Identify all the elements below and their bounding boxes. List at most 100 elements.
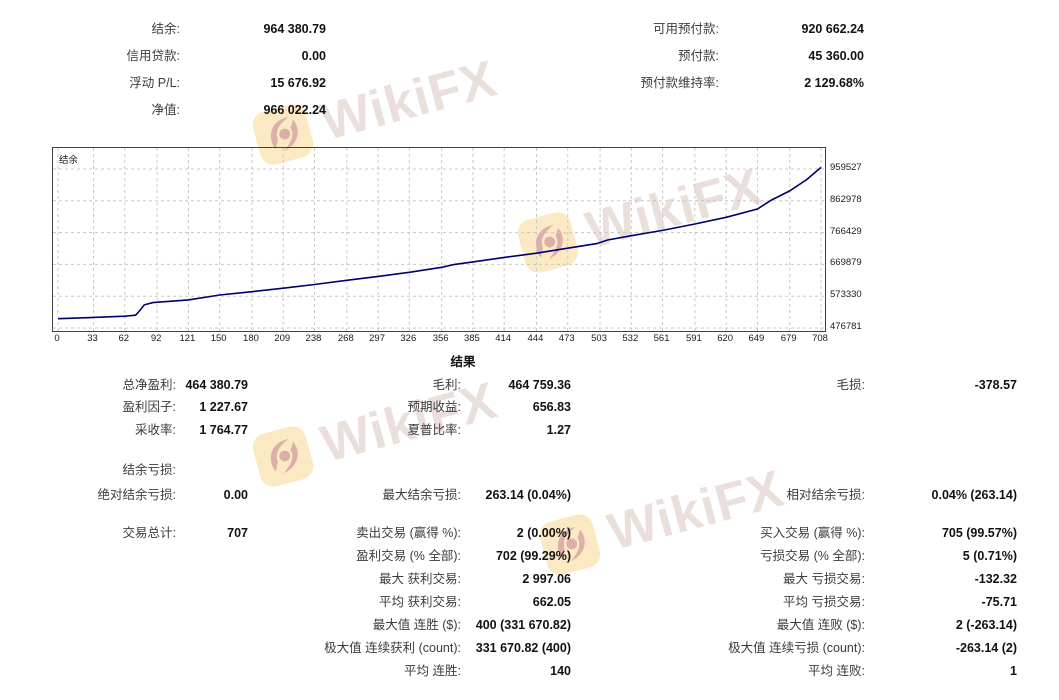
loss-trades-value: 5 (0.71%) [962,549,1017,563]
profit-trades-value: 702 (99.29%) [495,549,571,563]
max-drawdown-label: 最大结余亏损: [382,488,461,502]
chart-series-label: 结余 [59,155,79,166]
x-tick-label: 180 [243,333,259,344]
margin-level-label: 预付款维持率: [640,76,719,90]
x-tick-label: 385 [463,333,480,344]
x-tick-label: 238 [305,333,322,344]
long-trades-label: 买入交易 (赢得 %): [760,526,865,540]
abs-drawdown-label: 绝对结余亏损: [97,488,176,502]
x-tick-label: 297 [369,333,385,344]
net-profit-label: 总净盈利: [122,378,176,392]
x-tick-label: 561 [653,333,670,344]
recovery-factor-label: 采收率: [135,423,176,437]
gross-loss-label: 毛损: [836,378,865,392]
free-margin-label: 可用预付款: [653,22,719,36]
x-tick-label: 150 [210,333,227,344]
profit-factor-label: 盈利因子: [122,400,176,414]
x-tick-label: 503 [591,333,607,344]
short-trades-value: 2 (0.00%) [516,526,571,540]
balance-value: 964 380.79 [263,22,326,36]
avg-consec-wins-label: 平均 连胜: [404,664,461,678]
max-consec-losses-value: 2 (-263.14) [955,618,1017,632]
margin-value: 45 360.00 [808,49,864,63]
results-header: 结果 [450,355,476,369]
largest-profit-trade-label: 最大 获利交易: [379,572,461,586]
balance-label: 结余: [151,22,180,36]
x-tick-label: 620 [717,333,734,344]
y-tick-label: 476781 [830,321,862,332]
free-margin-value: 920 662.24 [801,22,864,36]
total-trades-label: 交易总计: [122,526,176,540]
avg-loss-trade-label: 平均 亏损交易: [783,595,865,609]
x-tick-label: 209 [274,333,291,344]
total-trades-value: 707 [227,526,248,540]
balance-curve [57,166,822,320]
x-tick-label: 121 [179,333,196,344]
y-tick-label: 573330 [830,289,862,301]
max-consec-profit-label: 极大值 连续获利 (count): [324,641,461,655]
x-tick-label: 679 [780,333,797,344]
short-trades-label: 卖出交易 (赢得 %): [356,526,461,540]
x-tick-label: 532 [622,333,639,344]
x-tick-label: 591 [685,333,702,344]
balance-drawdown-section-label: 结余亏损: [122,463,176,477]
margin-level-value: 2 129.68% [804,76,864,90]
x-tick-label: 92 [150,333,162,344]
x-tick-label: 649 [748,333,765,344]
equity-value: 966 022.24 [263,103,326,117]
expected-payoff-label: 预期收益: [407,400,461,414]
rel-drawdown-value: 0.04% (263.14) [931,488,1017,502]
floating-pl-label: 浮动 P/L: [129,76,180,90]
x-tick-label: 268 [337,333,354,344]
chart-y-axis: 959527 862978 766429 669879 573330 476781 [830,147,890,337]
loss-trades-label: 亏损交易 (% 全部): [760,549,865,563]
max-consec-wins-value: 400 (331 670.82) [475,618,571,632]
rel-drawdown-label: 相对结余亏损: [786,488,865,502]
profit-trades-label: 盈利交易 (% 全部): [356,549,461,563]
avg-loss-trade-value: -75.71 [981,595,1017,609]
wikifx-eagle-logo-icon [539,514,601,575]
x-tick-label: 414 [495,333,512,344]
gross-profit-label: 毛利: [432,378,461,392]
max-consec-profit-value: 331 670.82 (400) [475,641,571,655]
avg-consec-losses-value: 1 [1010,664,1017,678]
x-tick-label: 708 [812,333,828,344]
y-tick-label: 766429 [830,225,862,237]
x-tick-label: 473 [558,333,575,344]
y-tick-label: 669879 [830,257,862,269]
sharpe-ratio-label: 夏普比率: [407,423,461,437]
net-profit-value: 464 380.79 [185,378,248,392]
avg-profit-trade-label: 平均 获利交易: [379,595,461,609]
x-tick-label: 356 [432,333,449,344]
max-consec-loss-label: 极大值 连续亏损 (count): [728,641,865,655]
max-consec-wins-label: 最大值 连胜 ($): [372,618,461,632]
x-tick-label: 0 [54,333,60,344]
x-tick-label: 33 [87,333,98,344]
abs-drawdown-value: 0.00 [223,488,248,502]
avg-consec-wins-value: 140 [550,664,571,678]
profit-factor-value: 1 227.67 [199,400,248,414]
max-consec-losses-label: 最大值 连败 ($): [776,618,865,632]
expected-payoff-value: 656.83 [532,400,571,414]
floating-pl-value: 15 676.92 [270,76,326,90]
largest-loss-trade-value: -132.32 [974,572,1017,586]
y-tick-label: 959527 [830,162,862,173]
margin-label: 预付款: [678,49,719,63]
avg-consec-losses-label: 平均 连败: [808,664,865,678]
recovery-factor-value: 1 764.77 [199,423,248,437]
sharpe-ratio-value: 1.27 [546,423,571,437]
equity-label: 净值: [151,103,180,117]
max-drawdown-value: 263.14 (0.04%) [485,488,571,502]
x-tick-label: 444 [527,333,544,344]
largest-profit-trade-value: 2 997.06 [522,572,571,586]
credit-label: 信用贷款: [126,49,180,63]
balance-chart-canvas [53,148,825,331]
long-trades-value: 705 (99.57%) [941,526,1017,540]
chart-x-axis: 0 33 62 92 121 150 180 209 238 268 297 326 356 385 414… [52,333,842,347]
y-tick-label: 862978 [830,193,862,205]
chart-gridlines [53,148,825,331]
x-tick-label: 326 [400,333,417,344]
credit-value: 0.00 [301,49,326,63]
gross-loss-value: -378.57 [974,378,1017,392]
